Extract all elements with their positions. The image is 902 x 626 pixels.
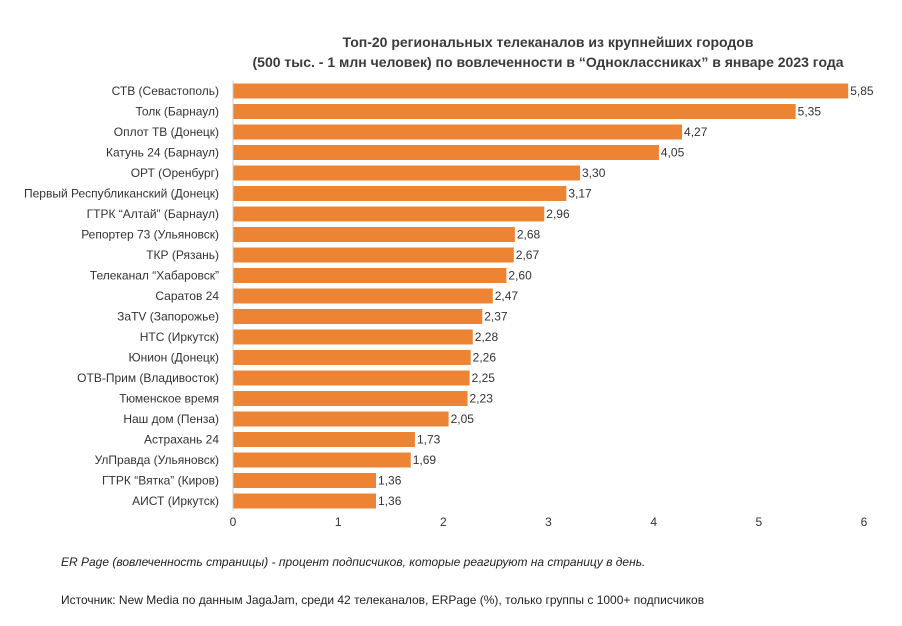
chart-title-line1: Топ-20 региональных телеканалов из крупн… xyxy=(342,34,754,50)
category-label: Репортер 73 (Ульяновск) xyxy=(81,228,219,242)
value-label: 2,26 xyxy=(473,351,497,365)
x-tick-label: 6 xyxy=(861,515,868,529)
bar xyxy=(233,288,493,304)
bar xyxy=(233,493,377,509)
category-label: Катунь 24 (Барнаул) xyxy=(106,146,219,160)
bar xyxy=(233,247,514,263)
value-label: 2,23 xyxy=(470,392,494,406)
category-label: АИСТ (Иркутск) xyxy=(132,494,219,508)
bar xyxy=(233,227,515,242)
x-axis: 0 1 2 3 4 5 6 xyxy=(230,80,868,529)
value-label: 2,37 xyxy=(484,310,508,324)
bar xyxy=(233,145,659,160)
source-note: Источник: New Media по данным JagaJam, с… xyxy=(61,593,705,607)
category-label: Астрахань 24 xyxy=(144,433,219,447)
bar xyxy=(233,268,507,283)
x-tick-label: 2 xyxy=(440,515,447,529)
value-label: 5,85 xyxy=(850,84,874,98)
bar xyxy=(233,350,471,365)
category-label: Юнион (Донецк) xyxy=(129,351,219,365)
category-label: ЗаTV (Запорожье) xyxy=(117,310,219,324)
chart-title-line2: (500 тыс. - 1 млн человек) по вовлеченно… xyxy=(252,54,844,70)
bars xyxy=(233,83,849,509)
category-label: ТКР (Рязань) xyxy=(146,248,219,262)
bar xyxy=(233,432,415,447)
value-label: 2,05 xyxy=(451,412,475,426)
category-label: Наш дом (Пенза) xyxy=(123,412,219,426)
bar xyxy=(233,473,377,488)
category-label: НТС (Иркутск) xyxy=(140,330,219,344)
bar xyxy=(233,165,581,181)
value-label: 2,60 xyxy=(508,269,532,283)
bar-chart: СТВ (Севастополь) Толк (Барнаул) Оплот ТВ … xyxy=(24,80,874,529)
category-label: СТВ (Севастополь) xyxy=(112,84,219,98)
bar xyxy=(233,391,468,406)
category-label: ОРТ (Оренбург) xyxy=(131,166,219,180)
x-tick-label: 1 xyxy=(335,515,342,529)
category-labels: СТВ (Севастополь) Толк (Барнаул) Оплот ТВ … xyxy=(24,84,219,508)
value-label: 4,05 xyxy=(661,146,685,160)
category-label: Тюменское время xyxy=(119,392,219,406)
value-label: 3,17 xyxy=(568,187,592,201)
value-label: 1,73 xyxy=(417,433,441,447)
value-label: 1,69 xyxy=(413,453,437,467)
x-tick-label: 5 xyxy=(755,515,762,529)
category-label: Телеканал “Хабаровск” xyxy=(90,269,219,283)
bar xyxy=(233,452,411,468)
category-label: Первый Республиканский (Донецк) xyxy=(24,187,219,201)
category-label: ГТРК “Вятка” (Киров) xyxy=(102,474,219,488)
bar xyxy=(233,309,483,324)
value-label: 4,27 xyxy=(684,125,708,139)
bar xyxy=(233,124,683,140)
bar xyxy=(233,370,470,386)
value-label: 2,96 xyxy=(546,207,570,221)
category-label: Толк (Барнаул) xyxy=(135,105,219,119)
x-tick-label: 4 xyxy=(650,515,657,529)
category-label: Оплот ТВ (Донецк) xyxy=(114,125,219,139)
value-label: 1,36 xyxy=(378,474,402,488)
value-label: 2,25 xyxy=(472,371,496,385)
bar xyxy=(233,186,567,201)
value-label: 2,47 xyxy=(495,289,519,303)
value-label: 2,67 xyxy=(516,248,540,262)
category-label: Саратов 24 xyxy=(155,289,219,303)
footnote: ER Page (вовлеченность страницы) - проце… xyxy=(61,555,646,569)
value-label: 2,28 xyxy=(475,330,499,344)
bar xyxy=(233,411,449,427)
x-tick-label: 3 xyxy=(545,515,552,529)
value-label: 3,30 xyxy=(582,166,606,180)
value-label: 1,36 xyxy=(378,494,402,508)
value-labels: 5,85 5,35 4,27 4,05 3,30 3,17 2,96 2,68 2,67 2,60… xyxy=(378,84,874,508)
bar xyxy=(233,104,796,119)
bar xyxy=(233,83,849,99)
bar xyxy=(233,206,545,222)
value-label: 2,68 xyxy=(517,228,541,242)
x-tick-label: 0 xyxy=(230,515,237,529)
category-label: ГТРК “Алтай” (Барнаул) xyxy=(87,207,219,221)
value-label: 5,35 xyxy=(798,105,822,119)
chart-title: Топ-20 региональных телеканалов из крупн… xyxy=(0,32,902,72)
category-label: ОТВ-Прим (Владивосток) xyxy=(77,371,219,385)
category-label: УлПравда (Ульяновск) xyxy=(95,453,219,467)
bar xyxy=(233,329,473,345)
